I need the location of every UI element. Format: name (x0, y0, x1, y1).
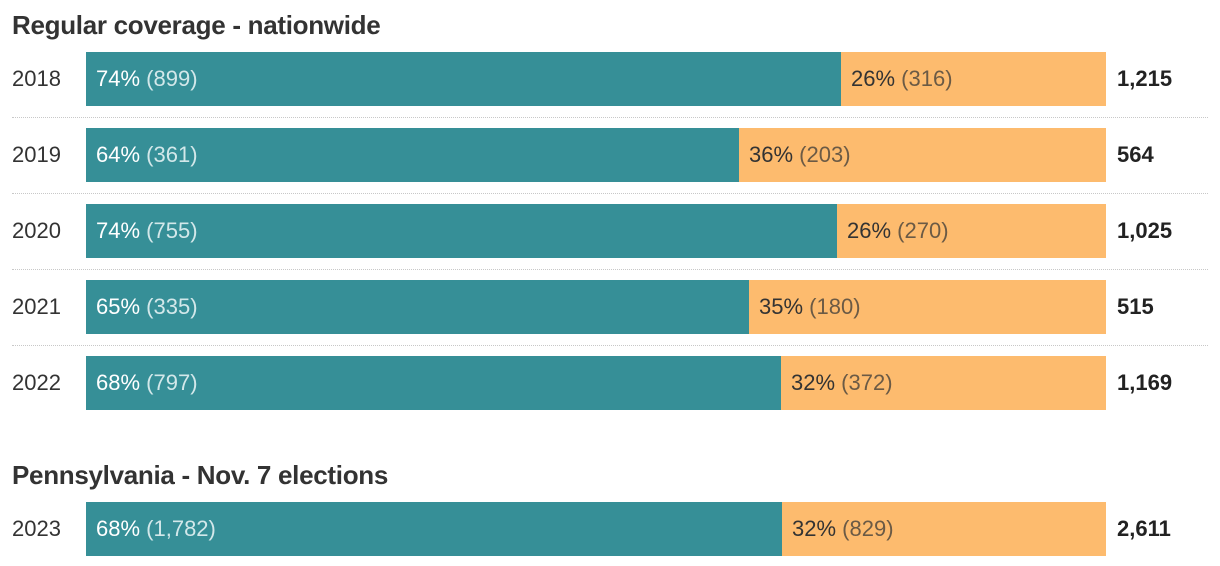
bar-segment-second: 32% (372) (781, 356, 1106, 410)
percent-label: 32% (792, 516, 837, 541)
total-label: 2,611 (1117, 516, 1171, 541)
bar-segment-second: 35% (180) (749, 280, 1106, 334)
bar-segment-first: 64% (361) (86, 128, 739, 182)
count-label: (270) (891, 218, 949, 243)
total-label: 1,169 (1117, 370, 1173, 395)
bar-segment-second: 26% (316) (841, 52, 1106, 106)
bar-row: 2019 64% (361) 36% (203) 564 (0, 128, 1220, 182)
count-label: (361) (140, 142, 198, 167)
stacked-bar: 68% (797) 32% (372) (86, 356, 1106, 410)
bar-segment-first: 68% (797) (86, 356, 781, 410)
row-divider (12, 117, 1208, 118)
bar-segment-first: 68% (1,782) (86, 502, 782, 556)
bar-segment-first: 65% (335) (86, 280, 749, 334)
bar-row: 2022 68% (797) 32% (372) 1,169 (0, 356, 1220, 410)
row-divider (12, 193, 1208, 194)
percent-label: 68% (96, 370, 141, 395)
count-label: (316) (895, 66, 953, 91)
bar-segment-first: 74% (899) (86, 52, 841, 106)
row-divider (12, 345, 1208, 346)
category-label: 2023 (12, 516, 61, 541)
category-label: 2021 (12, 294, 61, 319)
percent-label: 65% (96, 294, 141, 319)
total-label: 515 (1117, 294, 1154, 319)
category-label: 2020 (12, 218, 61, 243)
bar-segment-second: 36% (203) (739, 128, 1106, 182)
bar-row: 2018 74% (899) 26% (316) 1,215 (0, 52, 1220, 106)
category-label: 2022 (12, 370, 61, 395)
count-label: (829) (836, 516, 894, 541)
percent-label: 35% (759, 294, 804, 319)
bar-segment-second: 32% (829) (782, 502, 1106, 556)
count-label: (180) (803, 294, 861, 319)
stacked-bar: 74% (755) 26% (270) (86, 204, 1106, 258)
bar-row: 2020 74% (755) 26% (270) 1,025 (0, 204, 1220, 258)
percent-label: 26% (847, 218, 892, 243)
count-label: (335) (140, 294, 198, 319)
stacked-bar: 68% (1,782) 32% (829) (86, 502, 1106, 556)
row-divider (12, 269, 1208, 270)
percent-label: 68% (96, 516, 141, 541)
percent-label: 32% (791, 370, 836, 395)
count-label: (372) (835, 370, 893, 395)
percent-label: 74% (96, 218, 141, 243)
bar-row: 2021 65% (335) 35% (180) 515 (0, 280, 1220, 334)
percent-label: 26% (851, 66, 896, 91)
panel-title-nationwide: Regular coverage - nationwide (12, 10, 381, 40)
bar-segment-first: 74% (755) (86, 204, 837, 258)
total-label: 1,215 (1117, 66, 1173, 91)
category-label: 2019 (12, 142, 61, 167)
count-label: (899) (140, 66, 198, 91)
percent-label: 36% (749, 142, 794, 167)
stacked-bar: 74% (899) 26% (316) (86, 52, 1106, 106)
stacked-bar: 65% (335) 35% (180) (86, 280, 1106, 334)
count-label: (755) (140, 218, 198, 243)
percent-label: 64% (96, 142, 141, 167)
total-label: 564 (1117, 142, 1154, 167)
total-label: 1,025 (1117, 218, 1173, 243)
count-label: (203) (793, 142, 851, 167)
category-label: 2018 (12, 66, 61, 91)
panel-title-pennsylvania: Pennsylvania - Nov. 7 elections (12, 460, 389, 490)
count-label: (797) (140, 370, 198, 395)
stacked-bar: 64% (361) 36% (203) (86, 128, 1106, 182)
count-label: (1,782) (140, 516, 216, 541)
bar-segment-second: 26% (270) (837, 204, 1106, 258)
bar-row: 2023 68% (1,782) 32% (829) 2,611 (0, 502, 1220, 556)
percent-label: 74% (96, 66, 141, 91)
